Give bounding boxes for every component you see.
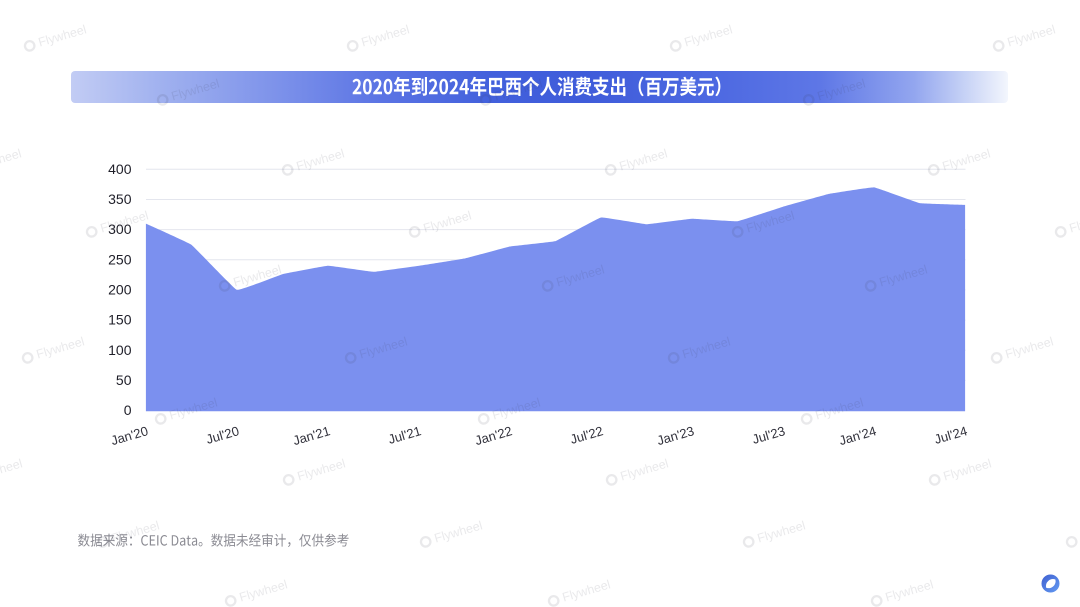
svg-text:100: 100 [108, 342, 132, 358]
svg-text:Jan'24: Jan'24 [837, 423, 878, 448]
svg-text:Jul'21: Jul'21 [386, 423, 422, 447]
svg-text:Jul'24: Jul'24 [933, 423, 969, 447]
svg-text:250: 250 [108, 251, 132, 267]
svg-text:150: 150 [108, 312, 132, 328]
svg-text:350: 350 [108, 191, 132, 207]
svg-text:Jul'20: Jul'20 [204, 423, 240, 447]
svg-text:Jan'21: Jan'21 [291, 423, 332, 448]
svg-text:300: 300 [108, 221, 132, 237]
svg-text:Jan'22: Jan'22 [473, 423, 514, 448]
svg-text:Jul'23: Jul'23 [750, 423, 786, 447]
svg-text:0: 0 [124, 402, 132, 418]
svg-text:200: 200 [108, 282, 132, 298]
svg-text:50: 50 [116, 372, 132, 388]
svg-text:Jan'23: Jan'23 [655, 423, 696, 448]
svg-text:400: 400 [108, 161, 132, 177]
svg-text:Jul'22: Jul'22 [568, 423, 604, 447]
svg-text:Jan'20: Jan'20 [109, 423, 150, 448]
